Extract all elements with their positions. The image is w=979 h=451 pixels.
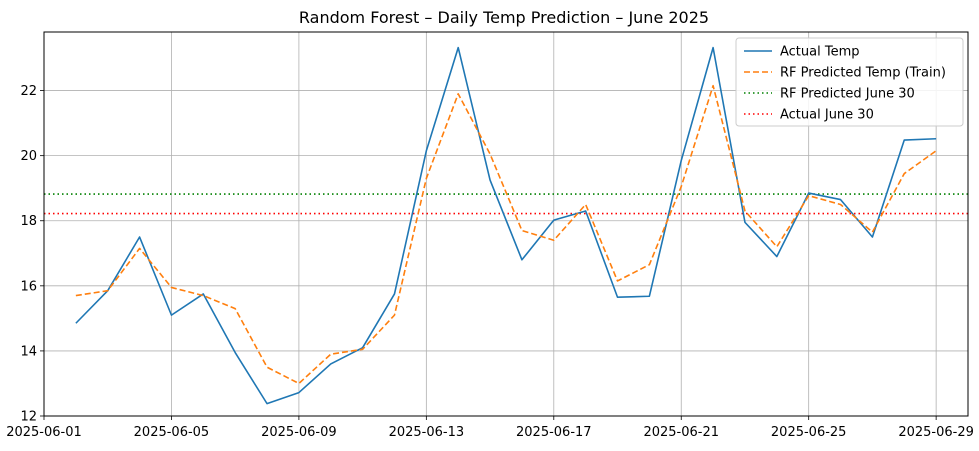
y-tick-label: 18 (20, 214, 37, 229)
legend-label: Actual June 30 (780, 108, 874, 123)
series-line-1 (75, 84, 937, 385)
x-tick-label: 2025-06-21 (643, 425, 719, 440)
x-tick-label: 2025-06-09 (261, 425, 337, 440)
x-tick-label: 2025-06-01 (6, 425, 82, 440)
legend-label: Actual Temp (780, 45, 860, 60)
y-tick-label: 12 (20, 410, 37, 425)
x-axis: 2025-06-01 2025-06-05 2025-06-09 2025-06-13… (6, 416, 974, 440)
y-axis: 12 14 16 18 20 22 (20, 84, 44, 425)
legend-label: RF Predicted June 30 (780, 87, 915, 102)
series-line-0 (75, 46, 937, 405)
chart-title: Random Forest – Daily Temp Prediction – … (299, 8, 709, 27)
x-tick-label: 2025-06-25 (771, 425, 847, 440)
legend-box (735, 37, 964, 127)
legend: Actual Temp RF Predicted Temp (Train) RF P… (735, 37, 964, 127)
y-tick-label: 16 (20, 279, 37, 294)
plot-frame (43, 31, 969, 417)
y-tick-label: 20 (20, 149, 37, 164)
y-tick-label: 14 (20, 344, 37, 359)
x-tick-label: 2025-06-13 (389, 425, 465, 440)
x-tick-label: 2025-06-29 (898, 425, 974, 440)
x-tick-label: 2025-06-05 (134, 425, 210, 440)
x-tick-label: 2025-06-17 (516, 425, 592, 440)
series-lines (75, 46, 937, 405)
y-tick-label: 22 (20, 84, 37, 99)
legend-label: RF Predicted Temp (Train) (780, 66, 946, 81)
